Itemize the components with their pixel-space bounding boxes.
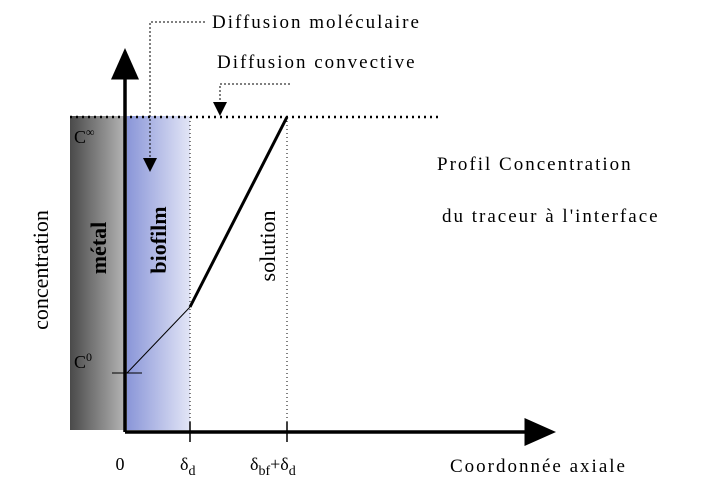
region-label: métal [86, 222, 111, 275]
x-label: δd [180, 454, 195, 479]
profile-biofilm [126, 306, 191, 374]
arrow-head [213, 102, 227, 116]
c0-label: C0 [74, 350, 92, 372]
annotation: Diffusion convective [217, 52, 417, 73]
region-label: solution [255, 211, 280, 282]
arrow-head [143, 158, 157, 172]
profile-title: Profil Concentration [437, 154, 633, 175]
y-axis-label: concentration [28, 210, 53, 330]
x-label: 0 [116, 454, 125, 474]
region-label: biofilm [146, 206, 171, 273]
x-axis-label: Coordonnée axiale [450, 456, 627, 477]
biofilm-region [127, 116, 190, 430]
convective-arrow [219, 83, 290, 104]
profile-title: du traceur à l'interface [442, 206, 660, 227]
annotation: Diffusion moléculaire [212, 12, 421, 33]
c-inf-label: C∞ [74, 125, 95, 147]
metal-region [70, 116, 127, 430]
x-label: δbf+δd [250, 454, 296, 479]
profile-solution [188, 116, 289, 308]
